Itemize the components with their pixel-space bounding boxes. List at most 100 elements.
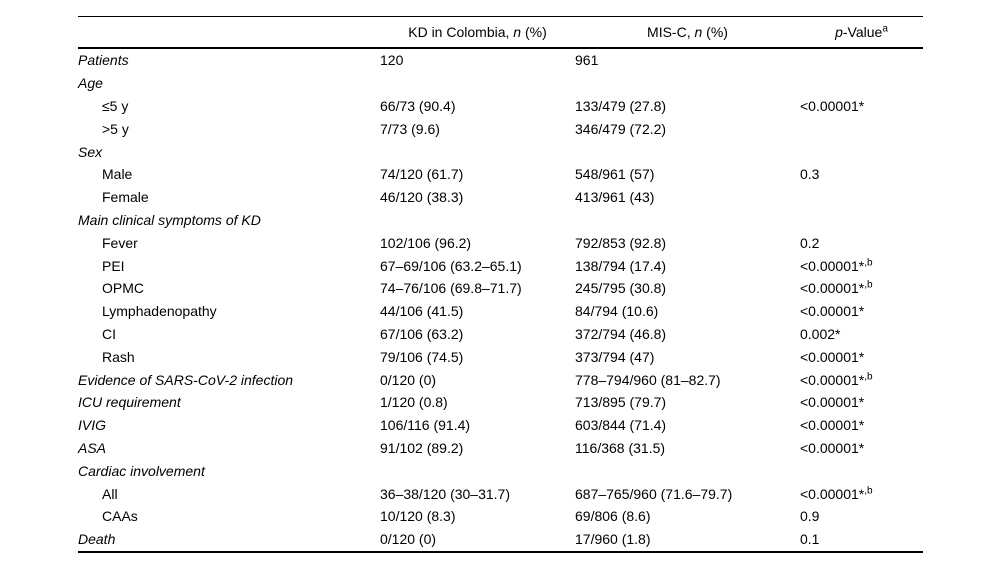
p-value: <0.00001* [800,391,923,414]
kd-colombia-value: 36–38/120 (30–31.7) [380,485,510,502]
p-value-text: <0.00001* [800,417,865,434]
row-label: ≤5 y [102,97,129,114]
row-label: OPMC [102,280,144,297]
row-label: CAAs [102,508,138,525]
p-value-text: 0.002* [800,325,841,342]
misc-value: 603/844 (71.4) [575,417,667,434]
table-row: IVIG 106/116 (91.4) 603/844 (71.4) <0.00001… [78,414,923,437]
table-row: >5 y 7/73 (9.6) 346/479 (72.2) [78,117,923,140]
row-label: PEI [102,257,125,274]
row-label: Lymphadenopathy [102,303,217,320]
table-row: Fever 102/106 (96.2) 792/853 (92.8) 0.2 [78,231,923,254]
header-misc-n-variable: n [694,24,703,40]
misc-value [575,459,800,482]
kd-colombia-value [380,140,575,163]
p-value-footnote: ,b [864,484,873,496]
table-header-row: KD in Colombia, n (%) MIS-C, n (%) p-Val… [78,16,923,49]
table-row: Main clinical symptoms of KD [78,209,923,232]
row-label: Cardiac involvement [78,462,205,479]
misc-value: 413/961 (43) [575,189,655,206]
p-value: <0.00001*,b [800,254,923,277]
p-value: 0.1 [800,528,923,552]
kd-colombia-value [380,209,575,232]
table-body: Patients 120 961 Age ≤5 y 66/73 (90.4) 133/479… [78,48,923,552]
header-p-suffix: -Value [842,24,883,40]
header-misc: MIS-C, n (%) [575,17,800,49]
table-row: Evidence of SARS-CoV-2 infection 0/120 (0… [78,368,923,391]
p-value [800,140,923,163]
p-value-text: <0.00001* [800,280,865,297]
row-label: All [102,485,118,502]
misc-value: 84/794 (10.6) [575,303,659,320]
misc-value: 17/960 (1.8) [575,531,651,548]
table-row: Male 74/120 (61.7) 548/961 (57) 0.3 [78,163,923,186]
table-row: Sex [78,140,923,163]
header-kd-prefix: KD in Colombia, [408,24,514,40]
header-label-column [78,17,380,49]
misc-value: 372/794 (46.8) [575,325,667,342]
kd-colombia-value: 10/120 (8.3) [380,508,456,525]
misc-value: 687–765/960 (71.6–79.7) [575,485,733,502]
misc-value: 133/479 (27.8) [575,97,667,114]
kd-colombia-value: 1/120 (0.8) [380,394,448,411]
p-value [800,48,923,72]
p-value-text: 0.1 [800,531,820,548]
p-value [800,459,923,482]
p-value: <0.00001*,b [800,482,923,505]
table-row: ICU requirement 1/120 (0.8) 713/895 (79.7)… [78,391,923,414]
misc-value: 548/961 (57) [575,166,655,183]
kd-colombia-value [380,459,575,482]
header-misc-suffix: (%) [702,24,728,40]
kd-colombia-value: 91/102 (89.2) [380,439,464,456]
row-label: Patients [78,52,129,69]
row-label: Male [102,166,133,183]
p-value-text: <0.00001* [800,97,865,114]
kd-colombia-value [380,72,575,95]
p-value: <0.00001* [800,345,923,368]
header-misc-prefix: MIS-C, [647,24,695,40]
table-row: OPMC 74–76/106 (69.8–71.7) 245/795 (30.8) <… [78,277,923,300]
p-value-text: <0.00001* [800,303,865,320]
table-row: Death 0/120 (0) 17/960 (1.8) 0.1 [78,528,923,552]
kd-colombia-value: 44/106 (41.5) [380,303,464,320]
table-row: Age [78,72,923,95]
row-label: Death [78,531,116,548]
p-value-text: <0.00001* [800,257,865,274]
row-label: ICU requirement [78,394,181,411]
p-value: 0.9 [800,505,923,528]
misc-value: 116/368 (31.5) [575,439,666,456]
p-value: <0.00001*,b [800,277,923,300]
kd-colombia-value: 120 [380,52,404,69]
misc-value: 713/895 (79.7) [575,394,667,411]
row-label: ASA [78,439,107,456]
misc-value: 778–794/960 (81–82.7) [575,371,721,388]
misc-value: 792/853 (92.8) [575,234,667,251]
kd-colombia-value: 66/73 (90.4) [380,97,456,114]
kd-colombia-value: 74/120 (61.7) [380,166,464,183]
kd-colombia-value: 79/106 (74.5) [380,348,464,365]
row-label: Female [102,189,149,206]
misc-value: 69/806 (8.6) [575,508,651,525]
row-label: Fever [102,234,138,251]
p-value-text: 0.3 [800,166,820,183]
table-row: PEI 67–69/106 (63.2–65.1) 138/794 (17.4) <0… [78,254,923,277]
misc-value: 346/479 (72.2) [575,120,667,137]
table-row: ≤5 y 66/73 (90.4) 133/479 (27.8) <0.00001* [78,95,923,118]
kd-colombia-value: 102/106 (96.2) [380,234,472,251]
row-label: Age [78,75,103,92]
kd-colombia-value: 67–69/106 (63.2–65.1) [380,257,522,274]
row-label: Sex [78,143,103,160]
p-value: <0.00001* [800,95,923,118]
p-value: 0.2 [800,231,923,254]
header-p-variable: p [835,24,843,40]
kd-colombia-value: 46/120 (38.3) [380,189,464,206]
kd-colombia-value: 106/116 (91.4) [380,417,471,434]
p-value-text: <0.00001* [800,394,865,411]
p-value-text: <0.00001* [800,348,865,365]
misc-value [575,140,800,163]
p-value: <0.00001* [800,414,923,437]
table-row: Rash 79/106 (74.5) 373/794 (47) <0.00001* [78,345,923,368]
p-value-text: <0.00001* [800,485,865,502]
p-value-footnote: ,b [864,279,873,291]
